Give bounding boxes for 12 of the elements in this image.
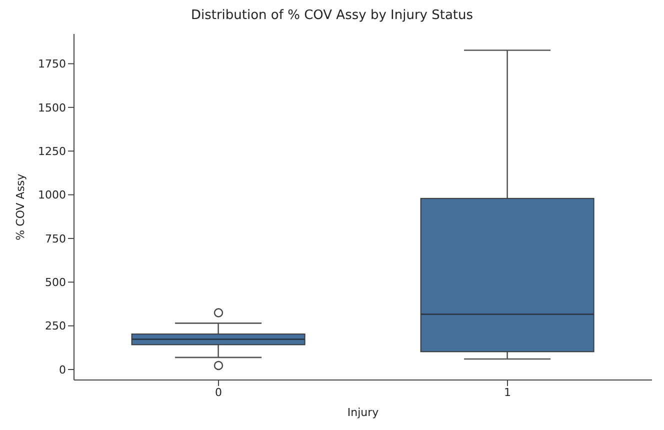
y-tick-label: 0 [59, 363, 66, 376]
y-tick-label: 500 [45, 276, 66, 290]
y-tick-label: 750 [45, 232, 66, 246]
x-tick-label: 1 [504, 386, 511, 399]
y-tick-label: 1750 [38, 58, 66, 71]
y-tick-label: 1000 [38, 188, 66, 202]
chart-title: Distribution of % COV Assy by Injury Status [190, 8, 474, 25]
y-tick-label: 1500 [38, 101, 66, 114]
y-tick-label: 250 [45, 320, 66, 333]
y-axis-title: % COV Assy [14, 173, 27, 240]
x-axis-title: Injury [347, 406, 380, 419]
y-tick-label: 1250 [38, 144, 66, 158]
